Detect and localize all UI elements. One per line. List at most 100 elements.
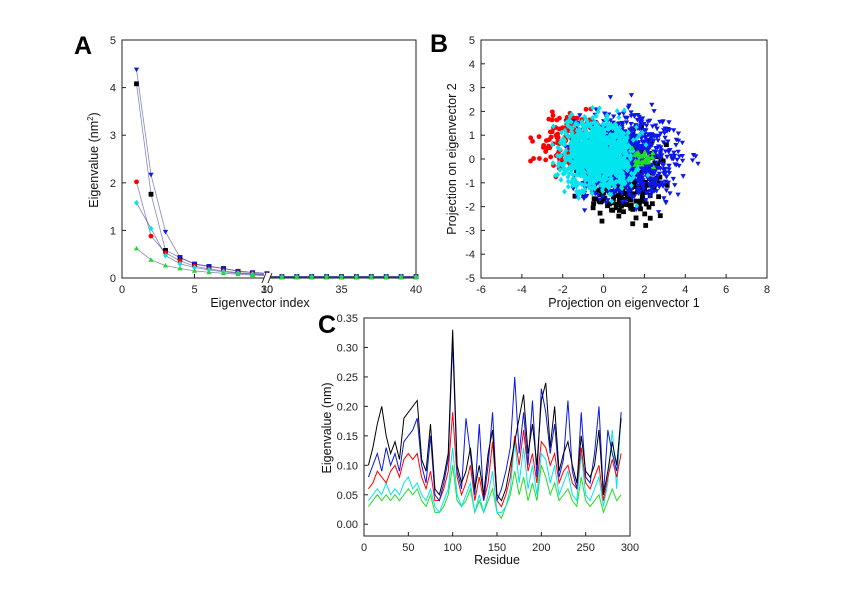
- panel-b-point-cyan: [602, 167, 608, 174]
- panel-b-y-tick-label: 4: [469, 59, 475, 71]
- panel-b-point-blue: [665, 180, 671, 186]
- panel-b-point-black: [572, 193, 578, 199]
- panel-b-point-blue: [655, 173, 661, 179]
- panel-b-point-green: [651, 164, 657, 170]
- panel-b-point-black: [598, 192, 604, 197]
- panel-b-point-blue: [623, 120, 630, 125]
- panel-b-point-black: [652, 160, 658, 166]
- panel-b-point-cyan: [594, 171, 600, 178]
- panel-b-point-blue: [570, 118, 577, 124]
- panel-b-point-blue: [654, 134, 660, 140]
- panel-c-x-tick-label: 0: [361, 542, 367, 554]
- panel-b-point-cyan: [598, 176, 604, 183]
- panel-b-point-black: [657, 213, 663, 219]
- panel-b-point-black: [591, 201, 596, 207]
- panel-b-point-cyan: [607, 131, 613, 138]
- panel-b-point-cyan: [570, 171, 576, 178]
- panel-a-point-green: [294, 274, 300, 280]
- panel-b-point-cyan: [586, 131, 592, 138]
- panel-b-point-blue: [658, 181, 665, 186]
- panel-b-point-red: [583, 106, 589, 112]
- panel-b-point-green: [645, 154, 651, 159]
- panel-b-point-blue: [671, 155, 677, 161]
- panel-b-y-axis-label: Projection on eigenvector 2: [445, 83, 459, 235]
- panel-b-point-cyan: [559, 129, 564, 136]
- panel-b-point-cyan: [585, 161, 591, 168]
- panel-b-point-cyan: [553, 172, 558, 179]
- panel-b-point-blue: [607, 95, 614, 100]
- panel-b-point-cyan: [616, 148, 622, 154]
- panel-b-point-blue: [661, 128, 667, 133]
- panel-b-point-blue: [611, 189, 618, 194]
- panel-b-point-blue: [616, 122, 622, 128]
- panel-b-point-black: [644, 182, 650, 188]
- panel-b-point-black: [656, 180, 662, 186]
- panel-b-point-black: [657, 174, 663, 180]
- panel-b-point-cyan: [605, 157, 611, 164]
- panel-b-point-cyan: [590, 104, 595, 111]
- panel-b-point-blue: [651, 149, 657, 155]
- panel-b-point-blue: [650, 171, 656, 177]
- panel-b-point-blue: [644, 138, 650, 143]
- panel-b-point-black: [615, 182, 621, 188]
- panel-b-point-cyan: [588, 172, 593, 179]
- panel-b-point-black: [599, 218, 605, 224]
- panel-c-y-axis-label: Eigenvalue (nm): [320, 382, 334, 473]
- panel-b-point-cyan: [592, 127, 598, 134]
- panel-b-point-cyan: [629, 170, 634, 177]
- panel-b-point-black: [581, 193, 587, 198]
- panel-b-point-blue: [648, 186, 655, 191]
- panel-a-point-blue: [177, 255, 183, 261]
- panel-b-point-blue: [653, 183, 659, 188]
- panel-b-point-blue: [649, 124, 656, 129]
- panel-a-point-green: [398, 274, 404, 280]
- panel-b-point-cyan: [593, 113, 599, 119]
- panel-b-point-cyan: [582, 181, 588, 188]
- panel-b-point-blue: [641, 121, 647, 127]
- panel-b-point-blue: [653, 168, 659, 173]
- panel-b-point-blue: [679, 140, 686, 146]
- panel-a-point-blue: [162, 229, 169, 235]
- panel-b-point-green: [645, 159, 652, 165]
- panel-b-point-blue: [661, 196, 667, 201]
- panel-a-x-tick-label: 0: [119, 284, 125, 296]
- panel-b-point-black: [627, 203, 633, 209]
- panel-b-point-cyan: [608, 191, 614, 198]
- panel-a-point-cyan: [177, 260, 183, 267]
- panel-b-point-cyan: [555, 152, 560, 159]
- panel-b-point-cyan: [591, 177, 597, 184]
- panel-b-point-cyan: [597, 105, 602, 112]
- panel-b-point-red: [557, 115, 562, 121]
- panel-b-point-blue: [664, 154, 670, 160]
- panel-b-point-cyan: [571, 139, 577, 146]
- panel-b-point-black: [633, 215, 639, 221]
- panel-a-x-axis-label: Eigenvector index: [210, 296, 310, 310]
- panel-b-x-tick-label: -4: [517, 284, 527, 296]
- panel-b-y-tick-label: 5: [469, 35, 475, 47]
- panel-b-point-blue: [619, 191, 625, 196]
- panel-b-point-blue: [628, 93, 635, 98]
- panel-b-point-blue: [640, 178, 646, 183]
- panel-b-point-blue: [662, 135, 668, 141]
- panel-b-point-blue: [658, 145, 664, 150]
- panel-c-series-line-cyan: [368, 412, 622, 514]
- panel-b-point-cyan: [549, 141, 555, 148]
- panel-b-point-cyan: [625, 164, 630, 170]
- panel-b-point-cyan: [601, 151, 607, 158]
- panel-a-point-green: [368, 274, 374, 280]
- panel-c-y-tick-label: 0.15: [337, 431, 358, 443]
- panel-b-point-blue: [666, 163, 672, 169]
- panel-b-point-blue: [581, 208, 588, 213]
- panel-b-point-cyan: [591, 161, 597, 168]
- panel-a-point-blue: [206, 264, 212, 269]
- panel-b-point-cyan: [580, 139, 586, 146]
- panel-b-point-cyan: [612, 133, 618, 139]
- panel-b-point-cyan: [614, 108, 620, 114]
- panel-b-point-blue: [640, 187, 647, 192]
- panel-b-point-cyan: [584, 137, 589, 144]
- panel-b-point-blue: [600, 194, 606, 200]
- panel-a-x-tick-label: 35: [335, 284, 347, 296]
- panel-b-point-blue: [679, 158, 686, 164]
- panel-a-point-green: [383, 274, 389, 280]
